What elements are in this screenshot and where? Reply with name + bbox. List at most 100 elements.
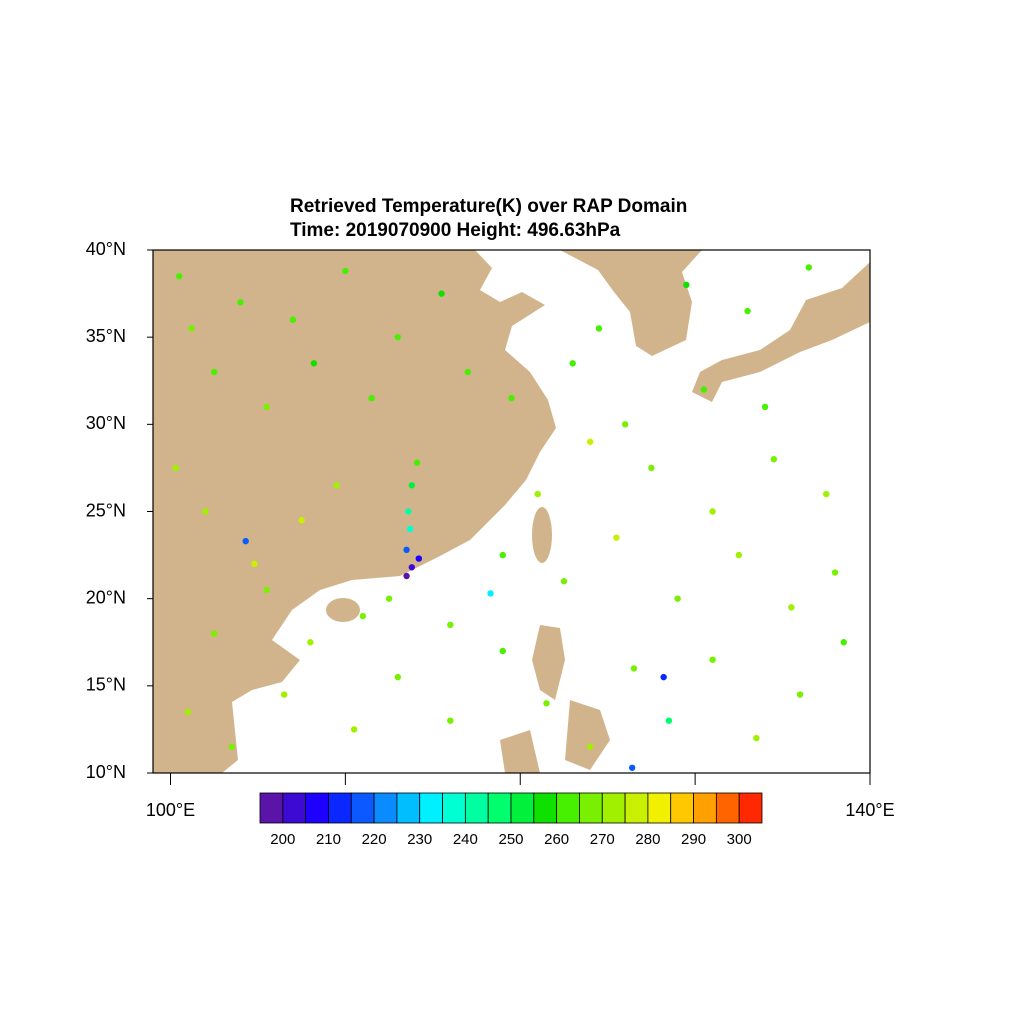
points — [172, 264, 847, 771]
data-point — [403, 572, 410, 580]
data-point — [263, 403, 270, 411]
data-point — [228, 743, 235, 751]
data-point — [665, 717, 673, 724]
colorbar-label: 280 — [635, 831, 660, 848]
data-point — [342, 267, 349, 275]
y-tick-label: 40°N — [86, 239, 126, 259]
colorbar-box — [487, 792, 512, 824]
colorbar-box — [647, 792, 672, 824]
data-point — [613, 534, 620, 541]
colorbar-label: 300 — [727, 831, 752, 848]
colorbar-box — [693, 792, 717, 824]
y-tick-label: 10°N — [86, 762, 126, 782]
data-point — [242, 537, 249, 545]
data-point — [753, 734, 760, 742]
data-point — [447, 717, 454, 724]
colorbar-label: 210 — [316, 831, 341, 848]
data-point — [202, 508, 209, 515]
data-point — [211, 368, 218, 376]
data-point — [630, 665, 638, 672]
data-point — [307, 639, 314, 646]
colorbar-label: 230 — [407, 831, 432, 848]
colorbar-box — [738, 792, 763, 824]
data-point — [788, 604, 795, 611]
data-point — [413, 459, 421, 466]
colorbar-box — [579, 792, 603, 824]
data-point — [415, 555, 423, 562]
data-point — [683, 281, 690, 289]
data-point — [251, 560, 258, 567]
data-point — [709, 656, 716, 663]
data-point — [660, 673, 667, 681]
data-point — [709, 508, 716, 515]
colorbar-box — [350, 792, 375, 824]
data-point — [744, 307, 751, 315]
data-point — [368, 394, 375, 402]
data-point — [188, 325, 195, 332]
y-tick-label: 30°N — [86, 413, 126, 433]
title: Retrieved Temperature(K) over RAP Domain — [290, 196, 687, 217]
y-tick-label: 15°N — [86, 675, 126, 695]
data-point — [586, 743, 594, 751]
data-point — [761, 403, 769, 411]
data-point — [735, 551, 743, 559]
data-point — [499, 551, 506, 559]
land — [153, 250, 870, 773]
y-tick-label: 35°N — [86, 326, 126, 346]
colorbar-box — [556, 792, 580, 824]
data-point — [394, 333, 402, 341]
data-point — [648, 464, 655, 472]
data-point — [840, 639, 847, 646]
colorbar-label: 250 — [498, 831, 523, 848]
colorbar-label: 220 — [362, 831, 387, 848]
data-point — [359, 612, 367, 620]
data-point — [700, 386, 708, 393]
x-tick-label: 140°E — [845, 800, 894, 820]
data-point — [499, 647, 506, 655]
data-point — [172, 464, 179, 472]
data-point — [621, 421, 629, 428]
colorbar-label: 260 — [544, 831, 569, 848]
data-point — [543, 700, 550, 707]
data-point — [487, 590, 494, 597]
data-point — [595, 325, 603, 332]
data-point — [823, 490, 830, 498]
colorbar-box — [419, 792, 443, 824]
colorbar-label: 270 — [590, 831, 615, 848]
y-tick-label: 25°N — [86, 500, 126, 520]
colorbar-box — [373, 792, 398, 824]
data-point — [237, 299, 244, 306]
data-point — [385, 595, 393, 602]
data-point — [406, 525, 414, 533]
data-point — [805, 264, 812, 271]
data-point — [586, 438, 594, 445]
data-point — [560, 578, 568, 585]
subtitle: Time: 2019070900 Height: 496.63hPa — [290, 220, 621, 241]
data-point — [770, 456, 778, 463]
data-point — [280, 691, 288, 698]
colorbar-box — [601, 792, 626, 824]
colorbar-box — [624, 792, 649, 824]
colorbar-box — [282, 792, 307, 824]
colorbar-box — [328, 792, 352, 824]
data-point — [438, 290, 445, 297]
data-point — [534, 490, 541, 498]
data-point — [674, 595, 681, 602]
colorbar-box — [533, 792, 558, 824]
data-point — [333, 482, 340, 489]
colorbar-label: 240 — [453, 831, 478, 848]
data-point — [796, 691, 804, 698]
data-point — [176, 272, 183, 280]
colorbar-box — [464, 792, 489, 824]
y-tick-label: 20°N — [86, 587, 126, 607]
colorbar-label: 200 — [270, 831, 295, 848]
colorbar-box — [715, 792, 740, 824]
data-point — [394, 673, 402, 681]
data-point — [408, 564, 416, 571]
data-point — [447, 621, 454, 629]
colorbar-box — [396, 792, 421, 824]
data-point — [184, 708, 192, 716]
data-point — [405, 508, 412, 515]
data-point — [211, 630, 218, 637]
